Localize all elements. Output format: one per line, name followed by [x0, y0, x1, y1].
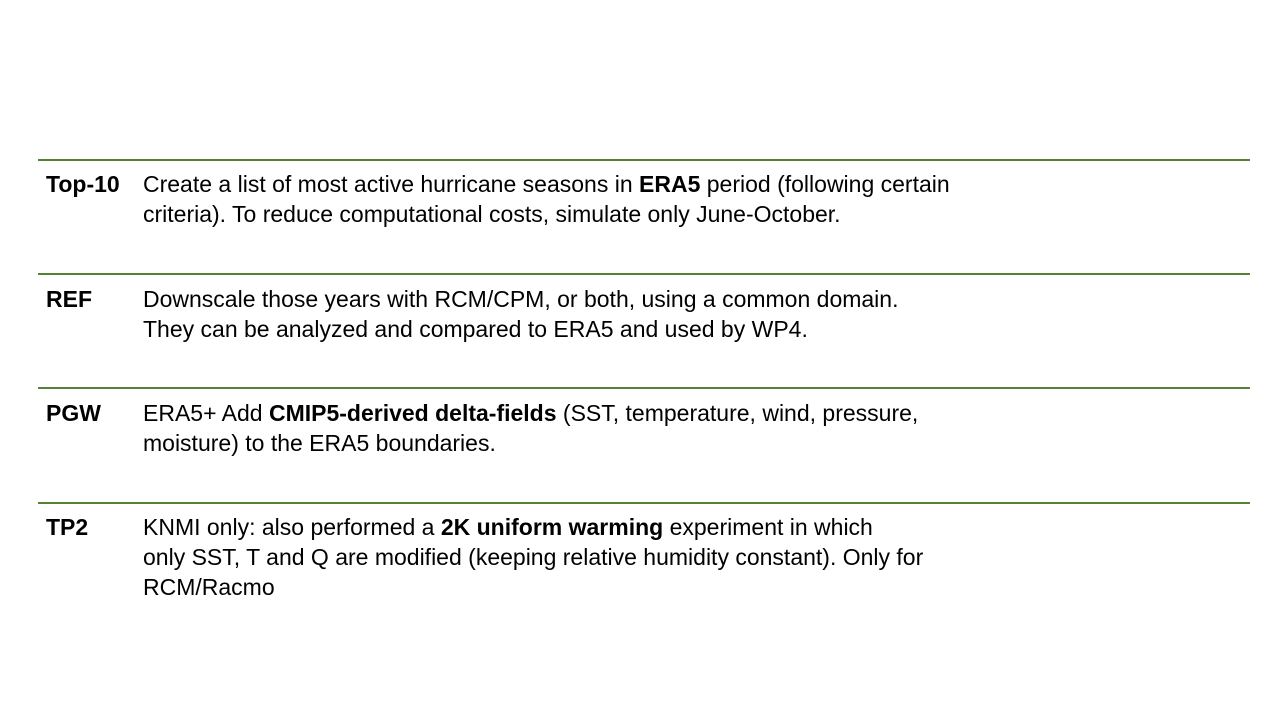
description-line: criteria). To reduce computational costs…: [143, 201, 841, 227]
text-run: Create a list of most active hurricane s…: [143, 171, 640, 197]
row-description: ERA5+ Add CMIP5-derived delta-fields (SS…: [143, 398, 1063, 458]
table-rule: [38, 502, 1250, 504]
description-line: KNMI only: also performed a 2K uniform w…: [143, 512, 1063, 542]
bold-term: ERA5: [639, 171, 701, 197]
text-run: (SST, temperature, wind, pressure,: [556, 400, 919, 426]
description-line: only SST, T and Q are modified (keeping …: [143, 544, 924, 570]
description-line: Downscale those years with RCM/CPM, or b…: [143, 286, 899, 312]
row-description: KNMI only: also performed a 2K uniform w…: [143, 512, 1063, 602]
row-term: REF: [46, 286, 92, 312]
row-term: Top-10: [46, 171, 120, 197]
table-rule: [38, 387, 1250, 389]
bold-term: 2K uniform warming: [440, 514, 664, 540]
row-term: TP2: [46, 514, 89, 540]
text-run: period (following certain: [700, 171, 950, 197]
description-line: They can be analyzed and compared to ERA…: [143, 316, 808, 342]
description-line: Create a list of most active hurricane s…: [143, 169, 1063, 199]
row-description: Downscale those years with RCM/CPM, or b…: [143, 284, 1063, 344]
text-run: experiment in which: [663, 514, 873, 540]
description-line: RCM/Racmo: [143, 574, 275, 600]
table-rule: [38, 273, 1250, 275]
text-run: ERA5+ Add: [143, 400, 269, 426]
row-description: Create a list of most active hurricane s…: [143, 169, 1063, 229]
text-run: KNMI only: also performed a: [143, 514, 441, 540]
description-line: moisture) to the ERA5 boundaries.: [143, 430, 496, 456]
bold-term: CMIP5-derived delta-fields: [268, 400, 557, 426]
table-rule-top: [38, 159, 1250, 161]
row-term: PGW: [46, 400, 101, 426]
description-line: ERA5+ Add CMIP5-derived delta-fields (SS…: [143, 398, 1063, 428]
